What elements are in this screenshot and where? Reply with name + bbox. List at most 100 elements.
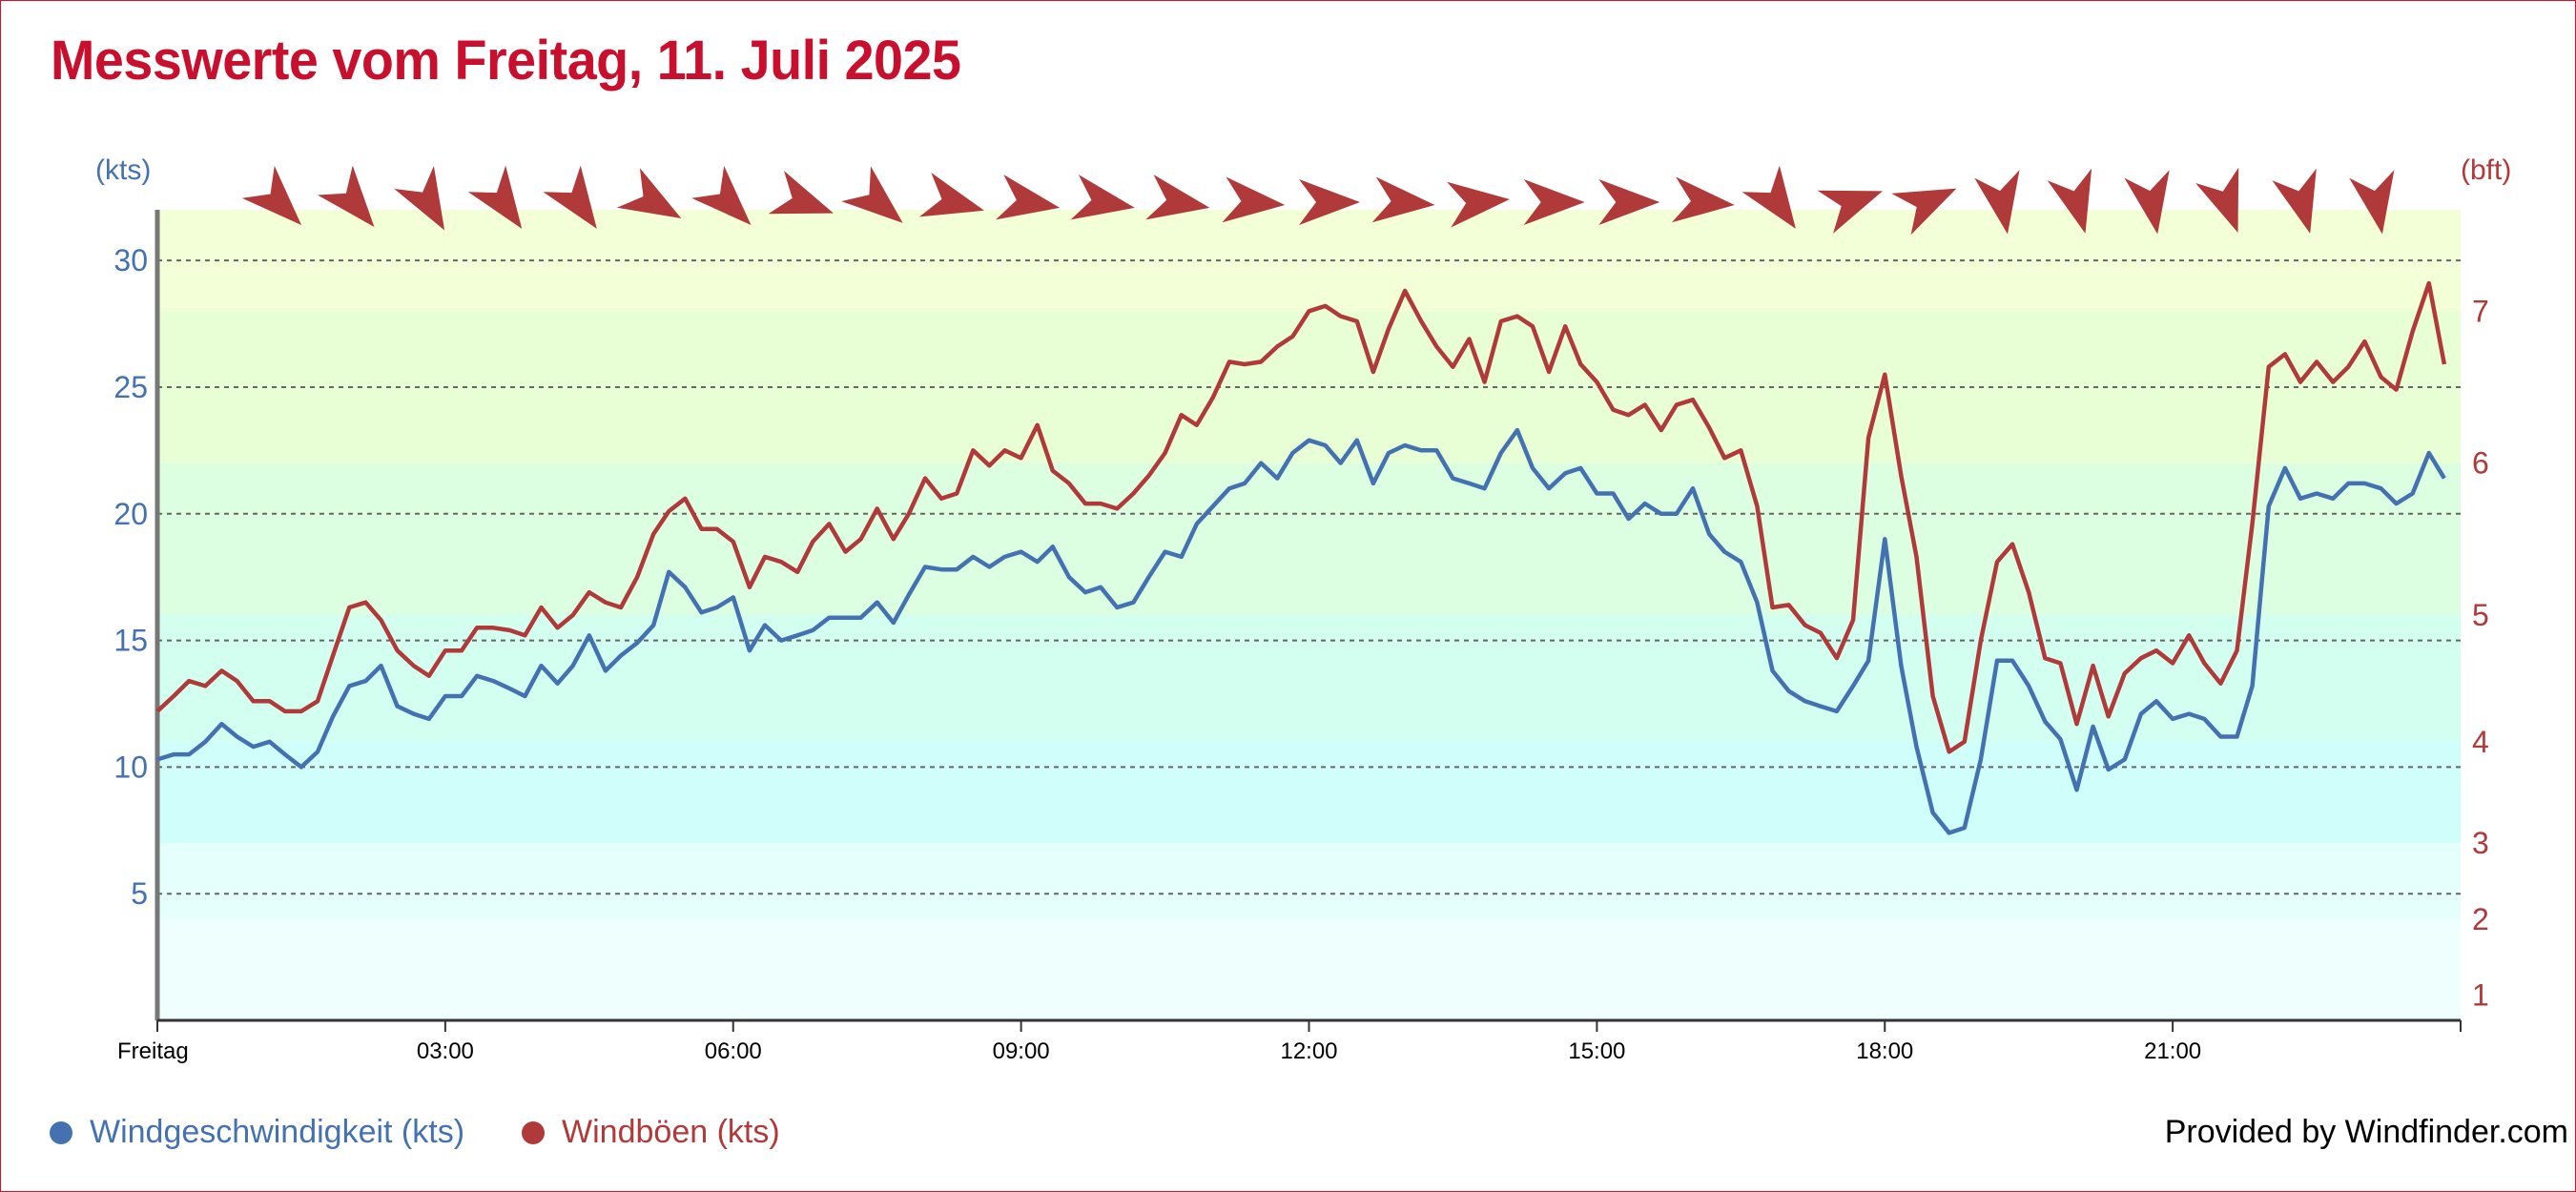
legend: Windgeschwindigkeit (kts) Windböen (kts) — [50, 1114, 837, 1151]
x-tick-15: 15:00 — [1568, 1038, 1625, 1064]
wind-arrow-shape-7 — [768, 171, 834, 215]
wind-arrow-shape-28 — [2349, 170, 2395, 235]
left-tick-30: 30 — [113, 243, 148, 277]
wind-arrow-shape-2 — [394, 166, 445, 231]
wind-arrow-shape-26 — [2195, 167, 2239, 233]
left-axis-label: (kts) — [95, 154, 151, 186]
wind-arrow-21 — [1817, 190, 1883, 234]
wind-arrow-shape-13 — [1222, 176, 1286, 223]
wind-arrow-shape-23 — [1974, 170, 2020, 235]
wind-arrow-20 — [1741, 165, 1796, 229]
wind-arrow-25 — [2124, 170, 2170, 235]
credit-text[interactable]: Provided by Windfinder.com — [2164, 1114, 2568, 1150]
legend-item-speed[interactable]: Windgeschwindigkeit (kts) — [50, 1114, 464, 1151]
wind-arrow-27 — [2272, 168, 2317, 234]
right-tick-2: 2 — [2472, 902, 2489, 936]
series-lines — [155, 280, 2447, 835]
wind-arrow-shape-0 — [241, 165, 302, 226]
left-axis-ticks: 5 10 15 20 25 30 — [113, 243, 148, 911]
wind-arrow-22 — [1891, 188, 1957, 236]
wind-arrow-16 — [1447, 181, 1510, 228]
wind-arrow-shape-21 — [1817, 190, 1883, 234]
wind-arrow-shape-12 — [1145, 175, 1210, 220]
background-bands — [157, 210, 2461, 1020]
x-tick-6: 06:00 — [705, 1038, 762, 1064]
wind-arrow-11 — [1070, 175, 1135, 220]
page-title: Messwerte vom Freitag, 11. Juli 2025 — [51, 30, 961, 92]
legend-label-speed: Windgeschwindigkeit (kts) — [90, 1114, 465, 1150]
x-axis-ticks: Freitag 03:00 06:00 09:00 12:00 15:00 18:00 21:… — [117, 1020, 2462, 1064]
legend-label-gust: Windböen (kts) — [562, 1114, 780, 1150]
band-4 — [157, 462, 2461, 615]
wind-arrow-shape-6 — [691, 165, 752, 226]
wind-arrow-17 — [1523, 179, 1585, 225]
wind-arrow-19 — [1671, 176, 1735, 223]
wind-arrow-15 — [1371, 176, 1435, 223]
band-3 — [157, 615, 2461, 742]
wind-arrow-shape-9 — [918, 173, 984, 217]
wind-arrow-shape-20 — [1741, 165, 1796, 229]
x-tick-21: 21:00 — [2144, 1038, 2201, 1064]
wind-arrow-24 — [2047, 168, 2092, 234]
series-line-speed — [156, 427, 2446, 835]
wind-arrow-7 — [768, 171, 834, 215]
wind-direction-arrows — [241, 165, 2395, 236]
left-tick-25: 25 — [113, 370, 148, 404]
wind-arrow-shape-8 — [841, 166, 903, 223]
left-tick-20: 20 — [113, 497, 148, 531]
wind-arrow-shape-10 — [995, 175, 1061, 220]
wind-arrow-shape-16 — [1447, 181, 1510, 228]
legend-dot-gust — [522, 1120, 546, 1144]
wind-arrow-shape-5 — [616, 168, 682, 218]
wind-arrow-9 — [918, 173, 984, 217]
band-0 — [157, 918, 2461, 1020]
left-tick-15: 15 — [113, 624, 148, 658]
left-tick-5: 5 — [131, 876, 148, 911]
wind-arrow-shape-22 — [1891, 188, 1957, 236]
x-tick-3: 03:00 — [417, 1038, 474, 1064]
wind-arrow-shape-15 — [1371, 176, 1435, 223]
x-tick-9: 09:00 — [993, 1038, 1050, 1064]
wind-arrow-shape-25 — [2124, 170, 2170, 235]
right-axis-ticks: 1 2 3 4 5 6 7 — [2472, 294, 2489, 1012]
wind-arrow-14 — [1299, 179, 1360, 225]
right-tick-5: 5 — [2472, 598, 2489, 632]
right-tick-6: 6 — [2472, 446, 2489, 481]
wind-arrow-12 — [1145, 175, 1210, 220]
wind-arrow-shape-1 — [317, 165, 375, 228]
wind-arrow-23 — [1974, 170, 2020, 235]
wind-arrow-shape-27 — [2272, 168, 2317, 234]
wind-arrow-1 — [317, 165, 375, 228]
right-axis-label: (bft) — [2461, 154, 2511, 186]
wind-arrow-0 — [241, 165, 302, 226]
wind-arrow-shape-14 — [1299, 179, 1360, 225]
band-1 — [157, 843, 2461, 919]
left-tick-10: 10 — [113, 750, 148, 784]
right-tick-7: 7 — [2472, 294, 2489, 328]
gridlines — [157, 259, 2461, 895]
wind-arrow-5 — [616, 168, 682, 218]
wind-arrow-4 — [543, 165, 597, 229]
wind-arrow-3 — [467, 165, 523, 229]
wind-arrow-shape-4 — [543, 165, 597, 229]
wind-arrow-shape-11 — [1070, 175, 1135, 220]
right-tick-3: 3 — [2472, 826, 2489, 860]
wind-arrow-shape-19 — [1671, 176, 1735, 223]
wind-arrow-18 — [1598, 179, 1660, 225]
wind-arrow-8 — [841, 166, 903, 223]
wind-arrow-13 — [1222, 176, 1286, 223]
wind-arrow-28 — [2349, 170, 2395, 235]
wind-arrow-2 — [394, 166, 445, 231]
band-2 — [157, 741, 2461, 844]
x-tick-18: 18:00 — [1856, 1038, 1913, 1064]
wind-arrow-shape-17 — [1523, 179, 1585, 225]
series-line-gust — [155, 280, 2447, 754]
x-tick-12: 12:00 — [1280, 1038, 1337, 1064]
wind-arrow-shape-18 — [1598, 179, 1660, 225]
wind-arrow-10 — [995, 175, 1061, 220]
wind-arrow-shape-24 — [2047, 168, 2092, 234]
right-tick-4: 4 — [2472, 725, 2489, 759]
legend-item-gust[interactable]: Windböen (kts) — [522, 1114, 780, 1151]
legend-dot-speed — [50, 1120, 72, 1144]
